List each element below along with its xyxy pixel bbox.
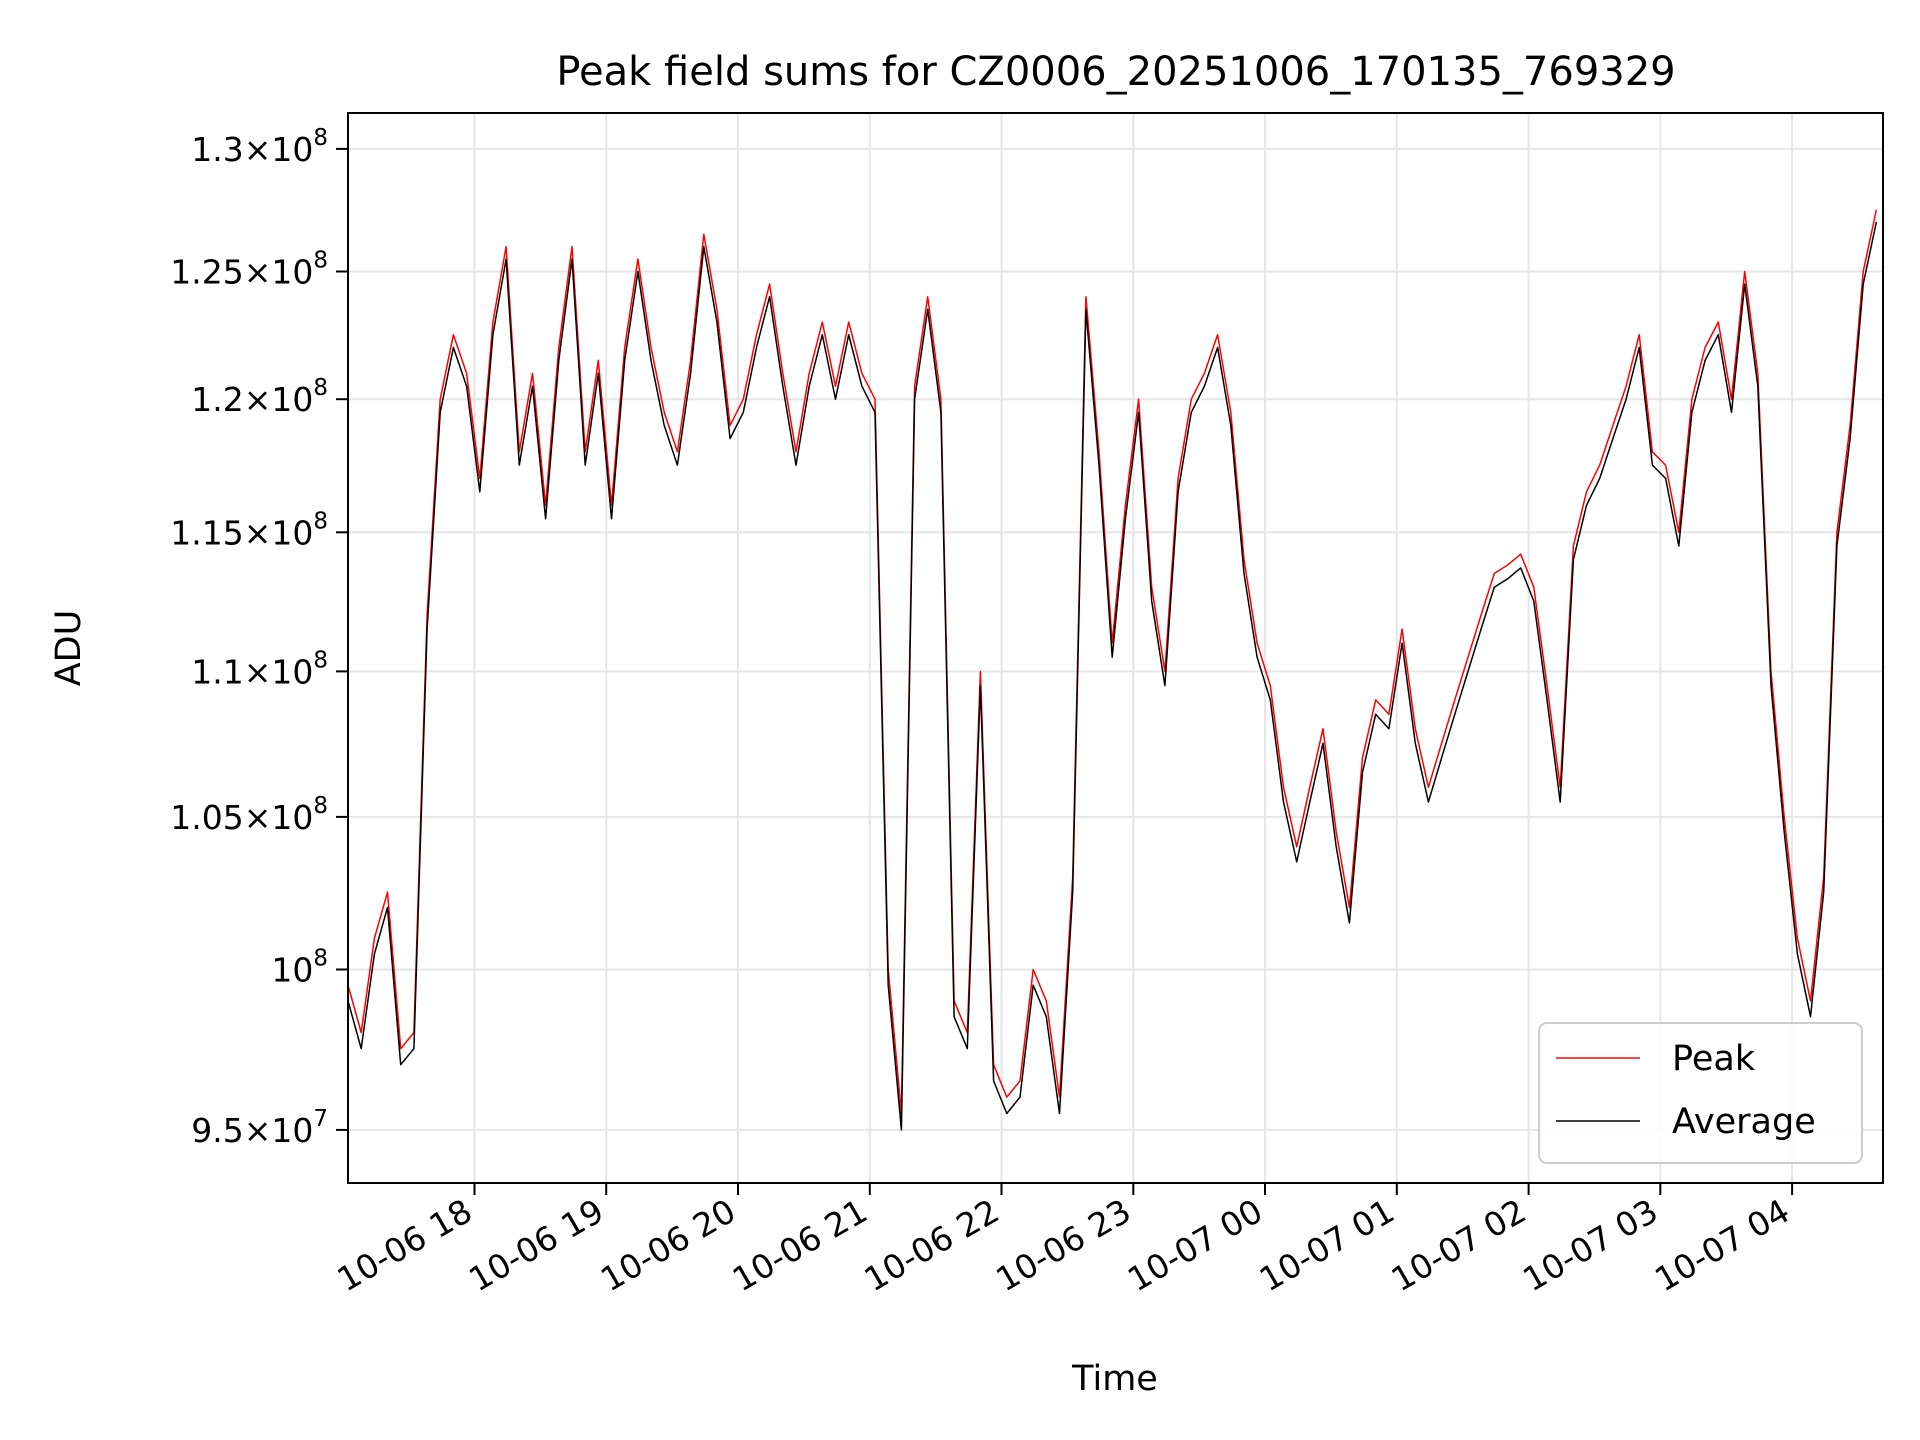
y-tick-exponent: 8 bbox=[313, 647, 328, 673]
series-line-peak bbox=[347, 209, 1878, 1115]
y-tick-exponent: 8 bbox=[313, 125, 328, 151]
y-tick-label: 1.05×108 bbox=[170, 793, 328, 837]
y-tick-base: 10 bbox=[271, 513, 313, 552]
y-tick-mantissa: 1.25× bbox=[170, 253, 271, 292]
y-tick-label: 1.2×108 bbox=[191, 375, 328, 419]
y-tick-base: 10 bbox=[271, 951, 313, 990]
y-tick-exponent: 7 bbox=[313, 1106, 328, 1132]
y-tick-exponent: 8 bbox=[313, 946, 328, 972]
y-tick-label: 1.25×108 bbox=[170, 248, 328, 292]
y-tick-mantissa: 1.2× bbox=[191, 380, 271, 419]
y-tick-label: 1.1×108 bbox=[191, 647, 328, 691]
y-axis: 9.5×1071081.05×1081.1×1081.15×1081.2×108… bbox=[170, 125, 348, 1150]
y-tick-exponent: 8 bbox=[313, 793, 328, 819]
y-tick-base: 10 bbox=[271, 380, 313, 419]
chart-title: Peak field sums for CZ0006_20251006_1701… bbox=[556, 49, 1675, 95]
grid bbox=[348, 113, 1883, 1183]
y-tick-mantissa: 1.3× bbox=[191, 130, 271, 169]
y-tick-exponent: 8 bbox=[313, 248, 328, 274]
y-tick-exponent: 8 bbox=[313, 375, 328, 401]
y-tick-base: 10 bbox=[271, 130, 313, 169]
y-tick-base: 10 bbox=[271, 253, 313, 292]
y-tick-label: 1.15×108 bbox=[170, 508, 328, 552]
y-tick-base: 10 bbox=[271, 1111, 313, 1150]
legend-label-peak: Peak bbox=[1672, 1039, 1756, 1079]
y-tick-mantissa: 1.15× bbox=[170, 513, 271, 552]
y-tick-label: 9.5×107 bbox=[191, 1106, 328, 1150]
series-lines bbox=[347, 209, 1878, 1131]
y-tick-base: 10 bbox=[271, 798, 313, 837]
y-tick-label: 108 bbox=[271, 946, 328, 990]
plot-frame bbox=[347, 112, 1884, 1184]
y-tick-exponent: 8 bbox=[313, 508, 328, 534]
y-tick-mantissa: 9.5× bbox=[191, 1111, 271, 1150]
x-axis-label: Time bbox=[1071, 1359, 1158, 1399]
y-tick-mantissa: 1.05× bbox=[170, 798, 271, 837]
y-tick-base: 10 bbox=[271, 652, 313, 691]
y-axis-label: ADU bbox=[49, 610, 89, 687]
legend-label-average: Average bbox=[1672, 1102, 1816, 1142]
y-tick-mantissa: 1.1× bbox=[191, 652, 271, 691]
series-line-average bbox=[347, 221, 1878, 1131]
y-tick-label: 1.3×108 bbox=[191, 125, 328, 169]
legend: Peak Average bbox=[1538, 1022, 1863, 1164]
